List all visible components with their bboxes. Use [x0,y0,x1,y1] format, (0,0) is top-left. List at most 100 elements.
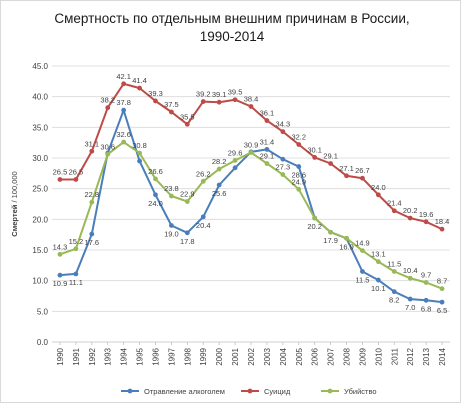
data-label: 32.2 [291,133,306,142]
legend-entry: Убийство [344,387,377,396]
data-label: 38.2 [100,96,115,105]
data-label: 35.5 [180,112,195,121]
data-label: 24.0 [371,183,386,192]
data-label: 38.4 [244,94,259,103]
x-tick-label: 2008 [343,347,352,365]
data-label: 37.8 [116,98,131,107]
series-lines [57,81,445,305]
data-label: 7.0 [405,303,415,312]
data-label: 31.1 [84,139,99,148]
data-label: 39.1 [212,90,227,99]
data-point [264,118,270,123]
x-tick-label: 2009 [358,347,367,365]
data-point [360,248,365,254]
data-label: 23.8 [164,184,179,193]
data-point [232,165,238,171]
data-point [121,107,127,113]
data-point [73,177,79,182]
data-label: 10.1 [371,284,386,293]
x-tick-label: 1993 [104,347,113,365]
x-tick-label: 1999 [199,347,208,365]
data-point [200,99,206,104]
data-label: 25.6 [212,189,227,198]
data-point [312,154,318,160]
legend-swatch-marker [247,388,253,394]
data-point [200,214,206,220]
legend: Отравление алкоголем Суицид Убийство [121,387,377,396]
data-point [169,193,174,199]
data-label: 16.9 [339,242,354,251]
y-tick-label: 20.0 [32,215,48,224]
x-tick-label: 2006 [311,347,320,365]
data-point [264,161,270,166]
data-point [89,231,95,237]
y-axis-label-prefix: Смертей [10,204,19,236]
data-point [360,175,365,181]
data-point [360,269,365,274]
data-point [391,208,397,214]
data-label: 24.0 [148,199,163,208]
data-label: 27.1 [339,164,354,173]
gridlines [52,65,450,343]
data-label: 29.1 [323,152,338,161]
x-tick-label: 1996 [151,347,160,365]
x-tick-label: 2002 [247,347,256,365]
data-label: 34.3 [276,120,291,129]
data-label: 26.5 [53,167,68,176]
y-tick-label: 45.0 [32,62,48,71]
data-label: 26.7 [355,166,370,175]
data-point [57,177,63,182]
data-point [184,199,190,204]
data-point [248,104,254,109]
data-point [280,156,286,162]
data-point [153,98,158,104]
x-tick-label: 1997 [167,347,176,365]
x-tick-label: 2004 [279,347,288,365]
data-label: 11.1 [69,278,83,287]
data-label: 39.3 [148,89,163,98]
data-label: 14.9 [355,239,370,248]
data-label: 22.8 [84,190,99,199]
data-point [216,166,222,172]
data-point [216,182,222,188]
x-tick-label: 1991 [72,347,81,365]
data-point [73,246,79,252]
data-label: 20.2 [403,206,418,215]
x-tick-label: 1990 [56,347,65,365]
x-tick-label: 2014 [438,347,447,365]
data-point [184,121,190,127]
data-point [73,271,79,277]
data-point [423,297,429,303]
data-point [407,275,413,281]
data-label: 26.5 [69,167,84,176]
legend-swatch-marker [127,388,133,394]
data-point [137,158,142,164]
data-label: 21.4 [387,199,402,208]
data-point [375,259,381,265]
data-label: 39.5 [228,88,243,97]
data-label: 8.7 [437,277,447,286]
y-tick-label: 5.0 [37,307,49,316]
data-label: 20.2 [307,222,322,231]
data-label: 22.9 [180,190,195,199]
data-label: 6.5 [437,306,447,315]
data-label: 32.6 [116,130,131,139]
data-label: 10.4 [403,266,418,275]
data-point [439,299,445,305]
data-label: 30.9 [244,140,259,149]
data-point [89,148,95,154]
data-label: 17.9 [323,236,338,245]
data-label: 30.6 [100,142,115,151]
data-point [121,139,127,145]
data-label: 20.4 [196,221,211,230]
data-label: 27.3 [276,163,291,172]
data-labels: 10.9 11.1 17.6 37.8 24.0 19.017.820.4 25.6 31.4… [53,72,450,315]
x-tick-label: 2011 [390,347,399,365]
axes: 0.0 5.0 10.0 15.0 20.0 25.0 30.0 35.0 40.0 45.0 19… [10,62,447,366]
data-point [375,192,381,198]
data-label: 28.6 [291,171,306,180]
x-tick-label: 2001 [231,347,240,365]
data-point [153,176,158,182]
chart-title-line-2: 1990-2014 [200,29,265,44]
